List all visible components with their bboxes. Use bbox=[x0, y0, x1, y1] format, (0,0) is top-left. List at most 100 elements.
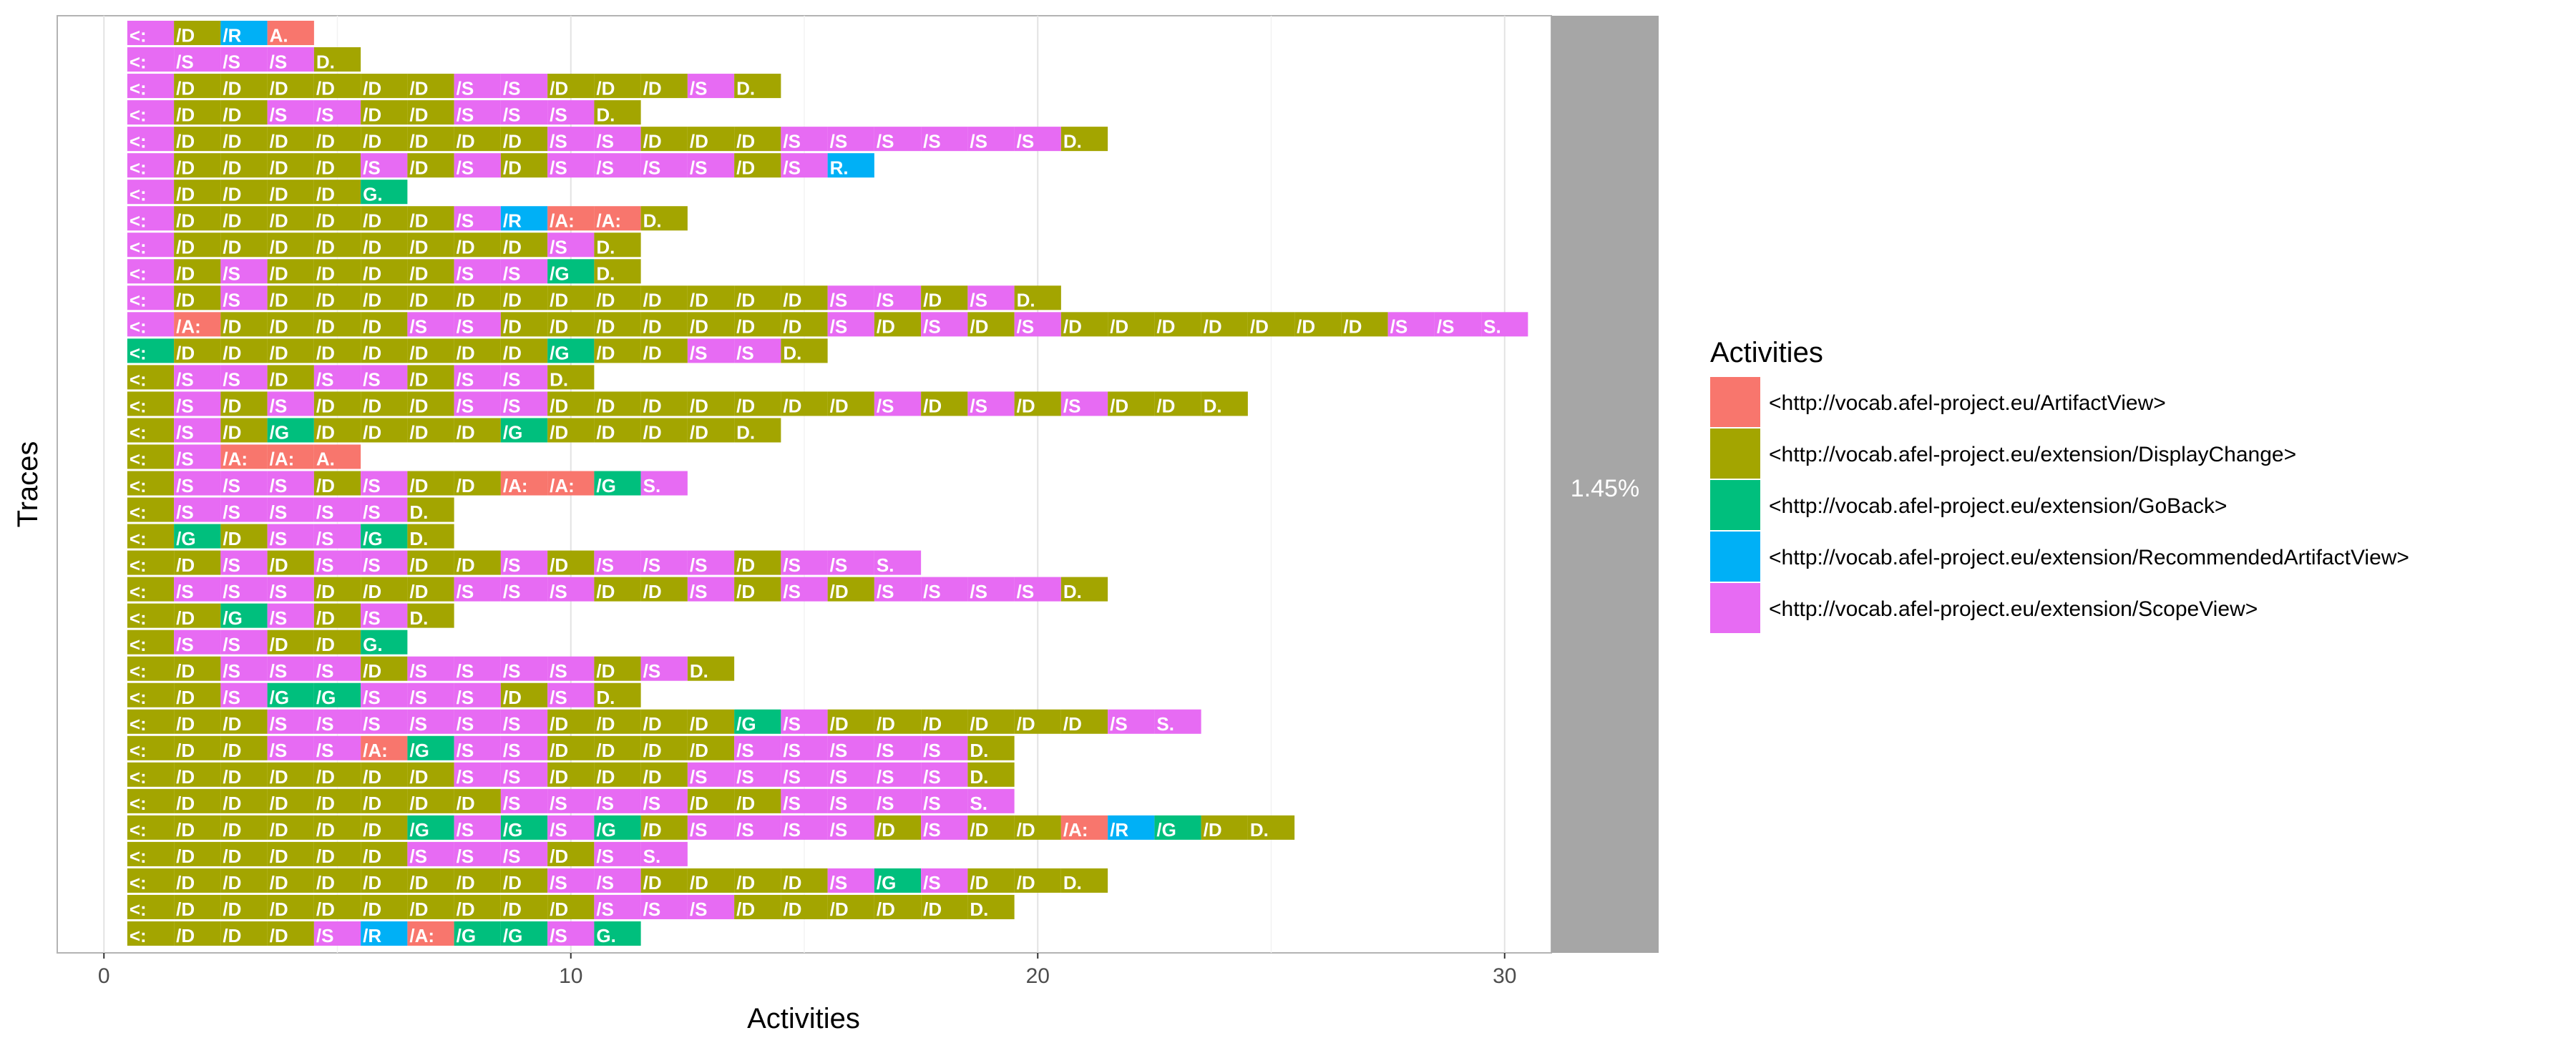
trace-cell-label: /G bbox=[877, 872, 896, 893]
trace-cell-label: /S bbox=[223, 51, 240, 72]
trace-cell bbox=[827, 709, 874, 734]
trace-cell bbox=[874, 894, 922, 919]
trace-cell-label: /D bbox=[363, 77, 381, 99]
trace-cell-label: /D bbox=[596, 343, 615, 364]
trace-cell bbox=[687, 788, 735, 813]
trace-cell bbox=[734, 894, 781, 919]
trace-cell bbox=[220, 577, 268, 602]
trace-cell-label: /D bbox=[223, 210, 241, 231]
trace-cell-label: /D bbox=[503, 687, 522, 708]
trace-cell bbox=[921, 894, 968, 919]
trace-cell-label: /R bbox=[1110, 819, 1128, 841]
trace-cell-label: /S bbox=[783, 793, 801, 814]
trace-cell-label: /S bbox=[830, 766, 848, 788]
trace-cell bbox=[174, 524, 221, 549]
trace-cell bbox=[361, 74, 408, 99]
trace-cell bbox=[407, 709, 454, 734]
legend-swatch bbox=[1710, 377, 1760, 427]
trace-cell-label: /D bbox=[457, 554, 475, 576]
trace-cell-label: /S bbox=[409, 316, 427, 338]
trace-cell bbox=[174, 47, 221, 72]
trace-cell-label: /D bbox=[409, 581, 428, 602]
trace-cell-label: /D bbox=[550, 554, 568, 576]
trace-cell-label: /D bbox=[176, 157, 195, 178]
trace-cell-label: /S bbox=[550, 104, 567, 125]
trace-cell bbox=[734, 153, 781, 178]
trace-cell-label: /G bbox=[270, 687, 289, 708]
trace-cell bbox=[500, 682, 548, 707]
trace-cell-label: <: bbox=[130, 77, 147, 99]
trace-cell bbox=[174, 21, 221, 46]
trace-cell bbox=[687, 418, 735, 443]
trace-cell bbox=[500, 577, 548, 602]
trace-cell bbox=[127, 47, 175, 72]
trace-cell bbox=[874, 127, 922, 152]
trace-cell-label: /S bbox=[736, 766, 754, 788]
trace-cell bbox=[500, 365, 548, 390]
trace-cell bbox=[220, 47, 268, 72]
trace-cell bbox=[313, 550, 361, 575]
trace-cell-label: /D bbox=[643, 77, 662, 99]
trace-cell-label: /G bbox=[550, 343, 569, 364]
trace-cell bbox=[407, 259, 454, 284]
trace-cell-label: D. bbox=[409, 607, 428, 629]
trace-cell-label: /R bbox=[503, 210, 522, 231]
trace-cell bbox=[127, 735, 175, 760]
trace-cell bbox=[500, 709, 548, 734]
trace-cell-label: /S bbox=[457, 316, 474, 338]
trace-cell-label: /S bbox=[550, 687, 567, 708]
trace-cell bbox=[220, 100, 268, 125]
trace-cell bbox=[1108, 391, 1155, 416]
trace-cell bbox=[361, 100, 408, 125]
trace-cell bbox=[313, 365, 361, 390]
trace-cell bbox=[174, 232, 221, 258]
x-tick-label: 30 bbox=[1493, 964, 1516, 988]
trace-cell bbox=[500, 127, 548, 152]
trace-cell bbox=[547, 259, 595, 284]
trace-cell bbox=[594, 815, 641, 840]
trace-cell bbox=[174, 894, 221, 919]
trace-cell-label: /D bbox=[363, 581, 381, 602]
trace-cell bbox=[967, 868, 1015, 893]
trace-cell-label: /S bbox=[457, 157, 474, 178]
trace-cell-label: /S bbox=[783, 766, 801, 788]
trace-cell bbox=[220, 841, 268, 866]
trace-cell bbox=[594, 894, 641, 919]
trace-cell-label: /S bbox=[643, 898, 661, 920]
trace-cell bbox=[454, 735, 501, 760]
trace-cell bbox=[313, 74, 361, 99]
trace-cell-label: <: bbox=[130, 898, 147, 920]
trace-cell-label: /D bbox=[316, 210, 335, 231]
trace-cell bbox=[127, 285, 175, 310]
trace-cell-label: /D bbox=[736, 396, 755, 417]
trace-cell bbox=[500, 656, 548, 681]
trace-cell-label: /D bbox=[176, 130, 195, 152]
trace-cell bbox=[174, 497, 221, 522]
trace-cell-label: /S bbox=[457, 660, 474, 682]
trace-cell-label: /R bbox=[223, 24, 241, 46]
trace-cell-label: /A: bbox=[270, 449, 295, 470]
trace-cell bbox=[267, 497, 314, 522]
trace-cell-label: /D bbox=[643, 766, 662, 788]
trace-cell-label: /S bbox=[270, 713, 288, 735]
trace-cell-label: /D bbox=[690, 872, 708, 893]
trace-cell bbox=[313, 788, 361, 813]
trace-cell bbox=[174, 841, 221, 866]
trace-cell-label: /D bbox=[877, 316, 895, 338]
trace-cell-label: /D bbox=[363, 396, 381, 417]
trace-cell-label: /D bbox=[223, 422, 241, 444]
trace-cell-label: /S bbox=[457, 210, 474, 231]
trace-cell bbox=[874, 285, 922, 310]
trace-cell bbox=[267, 100, 314, 125]
trace-cell bbox=[640, 153, 688, 178]
trace-cell bbox=[407, 312, 454, 337]
trace-cell-label: /D bbox=[923, 290, 942, 311]
trace-cell-label: /G bbox=[316, 687, 336, 708]
trace-cell-label: /D bbox=[316, 766, 335, 788]
trace-cell-label: /D bbox=[270, 183, 288, 205]
trace-cell-label: <: bbox=[130, 713, 147, 735]
trace-cell-label: /S bbox=[830, 872, 848, 893]
trace-cell-label: /D bbox=[643, 422, 662, 444]
trace-cell-label: /D bbox=[503, 343, 522, 364]
